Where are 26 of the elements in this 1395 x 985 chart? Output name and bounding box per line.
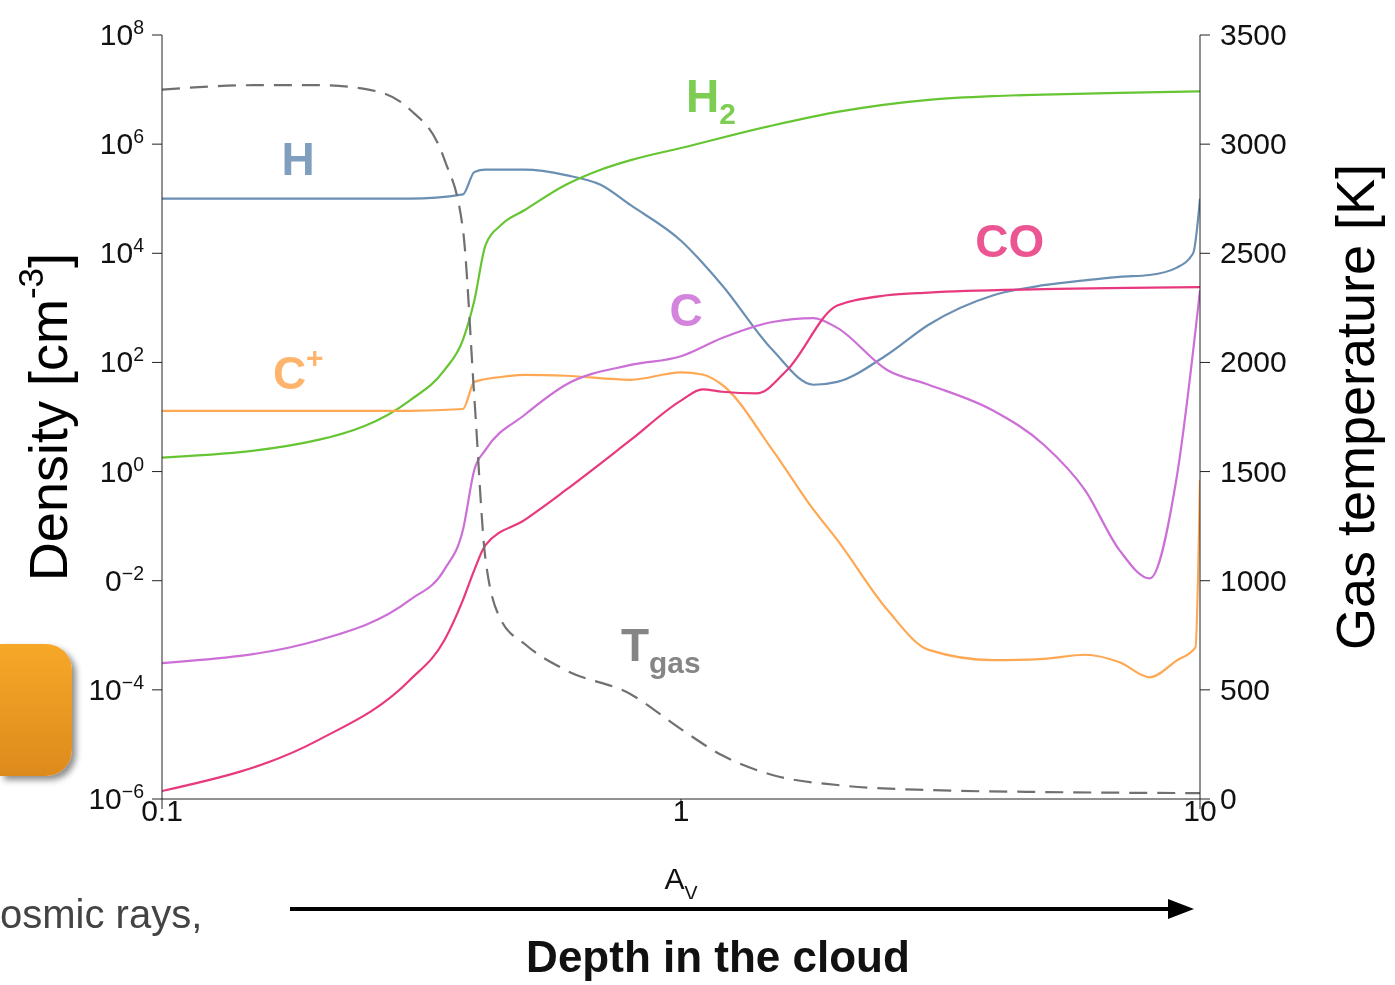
y-tick-label: 10$^{4}$ — [99, 234, 145, 270]
y-tick-label: 10$^{0}$ — [99, 452, 145, 488]
series-label: CO — [975, 215, 1045, 268]
y2-tick-label: 2500 — [1220, 236, 1287, 270]
text: Depth in the cloud — [525, 932, 911, 982]
series-label: H$_{2}$ — [686, 70, 736, 131]
y-tick-label: 10$^{−4}$ — [88, 670, 145, 706]
x-tick-label: 10 — [1183, 794, 1217, 827]
series-label: H — [281, 132, 315, 185]
y2-tick-label: 500 — [1220, 672, 1271, 706]
y-tick-label: 0$^{−2}$ — [105, 561, 144, 597]
y2-tick-label: 1000 — [1220, 563, 1287, 597]
x-tick-label: 1 — [672, 794, 690, 827]
y2-tick-label: 3000 — [1220, 127, 1287, 161]
y-tick-label: 10$^{6}$ — [99, 125, 144, 161]
y2-tick-label: 3500 — [1220, 18, 1287, 51]
y2-tick-label: 1500 — [1220, 454, 1287, 488]
series-label: T$_{gas}$ — [620, 619, 701, 680]
y-tick-label: 10$^{2}$ — [99, 343, 144, 379]
y2-axis-title: Gas temperature [K] — [1325, 163, 1386, 651]
y-tick-label: 10$^{8}$ — [99, 16, 144, 51]
y2-tick-label: 2000 — [1220, 345, 1287, 379]
series-label: C$^{+}$ — [272, 341, 324, 399]
text: osmic rays, — [0, 892, 203, 937]
y2-tick-label: 0 — [1220, 782, 1237, 815]
series-label: C — [669, 284, 703, 337]
